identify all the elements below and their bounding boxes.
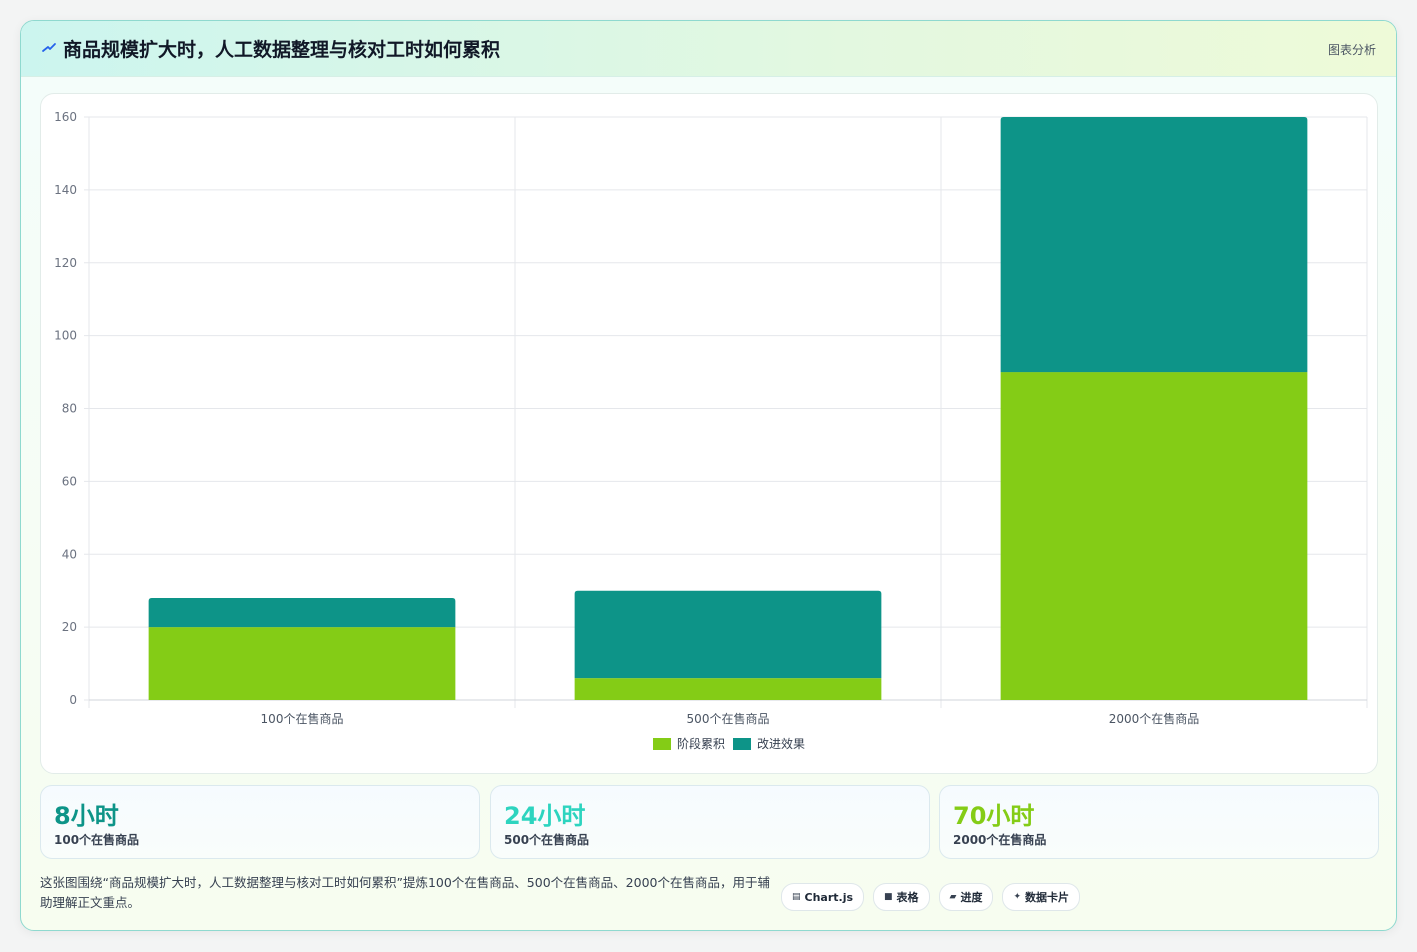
stat-card-2: 24小时 500个在售商品: [490, 785, 930, 859]
trend-icon: [42, 43, 56, 52]
y-tick-label: 0: [69, 693, 77, 707]
chart-description: 这张图围绕“商品规模扩大时，人工数据整理与核对工时如何累积”提炼100个在售商品…: [40, 875, 770, 910]
chip-label: 表格: [896, 891, 919, 904]
stat-value: 8小时: [54, 802, 119, 830]
bar-segment: [1000, 372, 1308, 700]
sparkle-icon: ✦: [1013, 892, 1022, 902]
bar-segment: [148, 597, 456, 628]
x-tick-label: 500个在售商品: [687, 711, 770, 726]
stat-value: 70小时: [953, 802, 1035, 830]
chip-chartjs[interactable]: ▤ Chart.js: [781, 883, 865, 911]
page-title: 商品规模扩大时，人工数据整理与核对工时如何累积: [63, 39, 501, 61]
bar-segment: [1000, 117, 1308, 373]
chip-label: Chart.js: [804, 890, 854, 904]
y-tick-label: 40: [62, 547, 77, 561]
bar-chart: 0 20 40 60 80 100 120 140 160 100个在售商品 500个在售商品 200…: [54, 110, 1368, 751]
legend-swatch: [653, 738, 671, 750]
y-tick-label: 120: [54, 256, 77, 270]
legend-label: 阶段累积: [677, 736, 725, 751]
legend-label: 改进效果: [757, 736, 805, 751]
y-tick-label: 160: [54, 110, 77, 124]
chip-table[interactable]: ■ 表格: [873, 883, 930, 911]
header-tag: 图表分析: [1327, 43, 1376, 57]
chart-panel: 0 20 40 60 80 100 120 140 160 100个在售商品 500个在售商品 200…: [40, 93, 1378, 774]
stat-label: 100个在售商品: [54, 833, 140, 847]
progress-icon: ▰: [949, 892, 957, 902]
bar-segment: [574, 590, 882, 679]
y-tick-label: 140: [54, 183, 77, 197]
x-tick-label: 100个在售商品: [261, 711, 344, 726]
stat-card-1: 8小时 100个在售商品: [40, 785, 480, 859]
chart-card: 商品规模扩大时，人工数据整理与核对工时如何累积 图表分析 0 20 40 60 80 10…: [20, 20, 1397, 931]
chip-data-card[interactable]: ✦ 数据卡片: [1002, 883, 1081, 911]
stat-card-3: 70小时 2000个在售商品: [939, 785, 1379, 859]
x-tick-label: 2000个在售商品: [1109, 711, 1200, 726]
bar-segment: [574, 678, 882, 700]
y-tick-label: 80: [62, 402, 77, 416]
chart-icon: ▤: [792, 892, 801, 902]
chip-progress[interactable]: ▰ 进度: [938, 883, 994, 911]
y-tick-label: 60: [62, 474, 77, 488]
bar-segment: [148, 627, 456, 700]
legend-swatch: [733, 738, 751, 750]
chip-label: 进度: [960, 891, 983, 904]
chip-label: 数据卡片: [1025, 891, 1070, 904]
y-tick-label: 20: [62, 620, 77, 634]
chip-list: ▤ Chart.js ■ 表格 ▰ 进度 ✦ 数据卡片: [781, 883, 1081, 911]
stat-label: 500个在售商品: [504, 833, 590, 847]
table-icon: ■: [884, 892, 893, 902]
card-header: 商品规模扩大时，人工数据整理与核对工时如何累积 图表分析: [21, 21, 1396, 77]
stat-value: 24小时: [504, 802, 586, 830]
stat-label: 2000个在售商品: [953, 833, 1047, 847]
y-tick-label: 100: [54, 329, 77, 343]
